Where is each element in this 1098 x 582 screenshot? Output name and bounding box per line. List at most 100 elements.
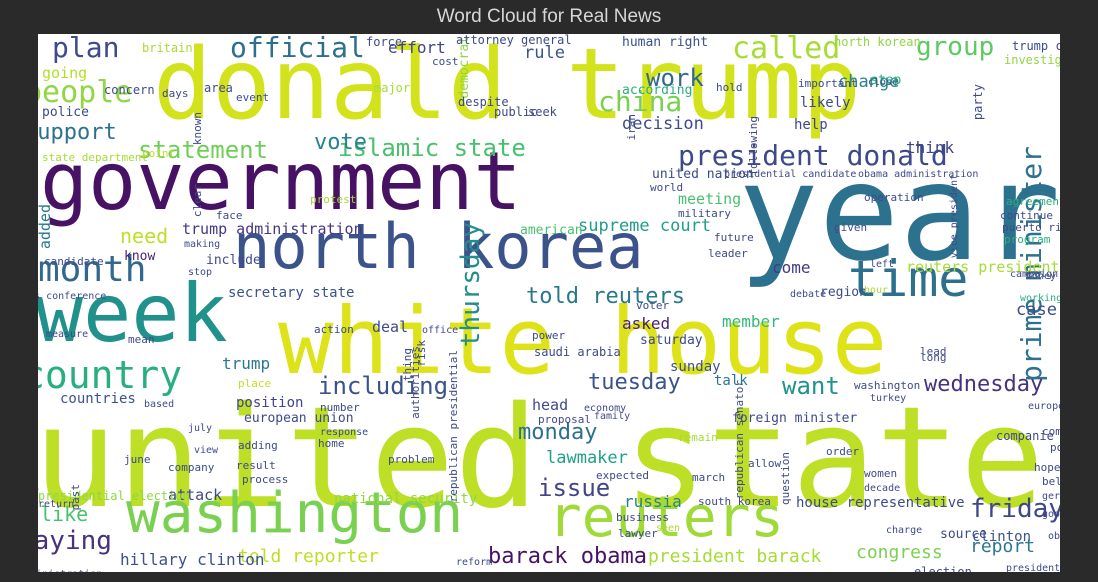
word-including: including (318, 372, 449, 400)
word-wednesday: wednesday (924, 372, 1044, 397)
word-home: home (318, 437, 345, 450)
word-cloud: donald trump united state white house year g… (38, 34, 1060, 572)
word-money: money (1026, 271, 1057, 282)
word-comment: comment (1042, 425, 1060, 438)
word-allow: allow (748, 457, 782, 470)
word-congress: congress (856, 542, 943, 563)
word-thursday: thursday (456, 222, 486, 348)
word-presidential-election: presidential election (38, 489, 190, 503)
word-china: china (598, 85, 683, 118)
word-american: american (520, 223, 583, 238)
word-attack: attack (168, 486, 223, 504)
word-making: making (184, 239, 221, 250)
word-official: official (230, 34, 365, 64)
word-national-security: national security (334, 491, 478, 507)
word-known: known (191, 112, 204, 146)
word-measure: measure (46, 329, 89, 340)
word-agreement: agreement (1006, 195, 1060, 208)
word-step: step (870, 73, 902, 88)
word-united-nation: united nation (652, 167, 754, 182)
word-presidential-candidate: presidential candidate (724, 169, 857, 180)
word-obama: obama (1048, 531, 1060, 542)
word-important: important (798, 77, 858, 90)
word-remain: remain (678, 431, 718, 444)
word-north-korean: north korean (834, 35, 921, 49)
word-president-donald: president donald (678, 139, 948, 172)
word-hold: hold (716, 81, 743, 94)
word-mean: mean (128, 333, 155, 346)
word-added: added (38, 204, 54, 250)
word-plan: plan (52, 34, 120, 64)
word-days: days (162, 87, 189, 100)
word-people: people (38, 75, 133, 110)
word-result: result (236, 459, 276, 472)
word-month: month (38, 249, 147, 290)
word-following: following (747, 116, 760, 176)
word-saudi-arabia: saudi arabia (534, 345, 621, 359)
word-problem: problem (388, 453, 435, 466)
word-group: group (916, 34, 995, 62)
word-charge: charge (886, 525, 923, 536)
word-think: think (906, 138, 955, 157)
word-statement: statement (138, 136, 269, 164)
word-saying: saying (38, 526, 112, 556)
word-adding: adding (238, 439, 278, 452)
word-republican-presidential: republican presidential (447, 350, 460, 503)
word-cost: cost (432, 55, 459, 68)
word-talk: talk (714, 373, 748, 389)
word-lead: lead (920, 345, 947, 358)
word-clear: clear (191, 184, 204, 218)
word-major: major (374, 81, 411, 95)
word-companie: companie (996, 429, 1054, 443)
word-trump: trump (222, 354, 271, 373)
word-week: week (38, 267, 228, 360)
word-going: going (42, 64, 88, 82)
word-clinton: clinton (972, 529, 1032, 545)
word-seen: seen (656, 523, 681, 534)
word-human-right: human right (622, 35, 709, 50)
word-working: working (1020, 293, 1060, 304)
word-operation: operation (864, 191, 924, 204)
word-proposal: proposal (538, 413, 591, 426)
word-response: response (320, 427, 369, 438)
word-march: march (692, 471, 726, 484)
word-debate: debate (790, 289, 827, 300)
word-power: power (532, 329, 566, 342)
word-stop: stop (188, 267, 213, 278)
word-position: position (236, 395, 304, 411)
word-administration: administration (38, 570, 102, 573)
word-countries: countries (60, 391, 136, 407)
word-told-reporter: told reporter (238, 546, 379, 567)
word-need: need (120, 224, 169, 248)
word-action: action (314, 323, 354, 336)
word-reform: reform (456, 557, 493, 568)
word-despite: despite (458, 95, 509, 109)
word-business: business (616, 511, 669, 524)
word-military: military (678, 207, 731, 220)
word-head: head (532, 396, 569, 414)
word-asked: asked (622, 314, 671, 333)
word-face: face (216, 209, 243, 222)
word-north-korea: north korea (233, 210, 644, 283)
word-economy: economy (584, 403, 627, 414)
word-trump-administration: trump administration (182, 220, 363, 238)
word-hope: hope (1034, 461, 1060, 474)
word-europe: europe (1028, 401, 1060, 412)
word-concern: concern (104, 83, 155, 97)
word-donald-trump: donald trump (153, 34, 862, 142)
word-leader: leader (708, 247, 748, 260)
word-likely: likely (800, 95, 851, 111)
word-public: public (494, 105, 538, 119)
word-long: long (920, 351, 947, 364)
word-continue: continue (1000, 209, 1053, 222)
word-deal: deal (372, 318, 409, 336)
word-decision: decision (622, 114, 704, 134)
word-president-barack: president barack (648, 546, 822, 567)
word-iran: iran (625, 114, 638, 141)
word-issue: issue (538, 474, 611, 502)
word-turkey: turkey (870, 393, 907, 404)
word-return: return (38, 499, 75, 510)
word-order: order (826, 445, 860, 458)
word-hour: hour (864, 285, 889, 296)
word-trump-campaign: trump campaign (1012, 39, 1060, 53)
